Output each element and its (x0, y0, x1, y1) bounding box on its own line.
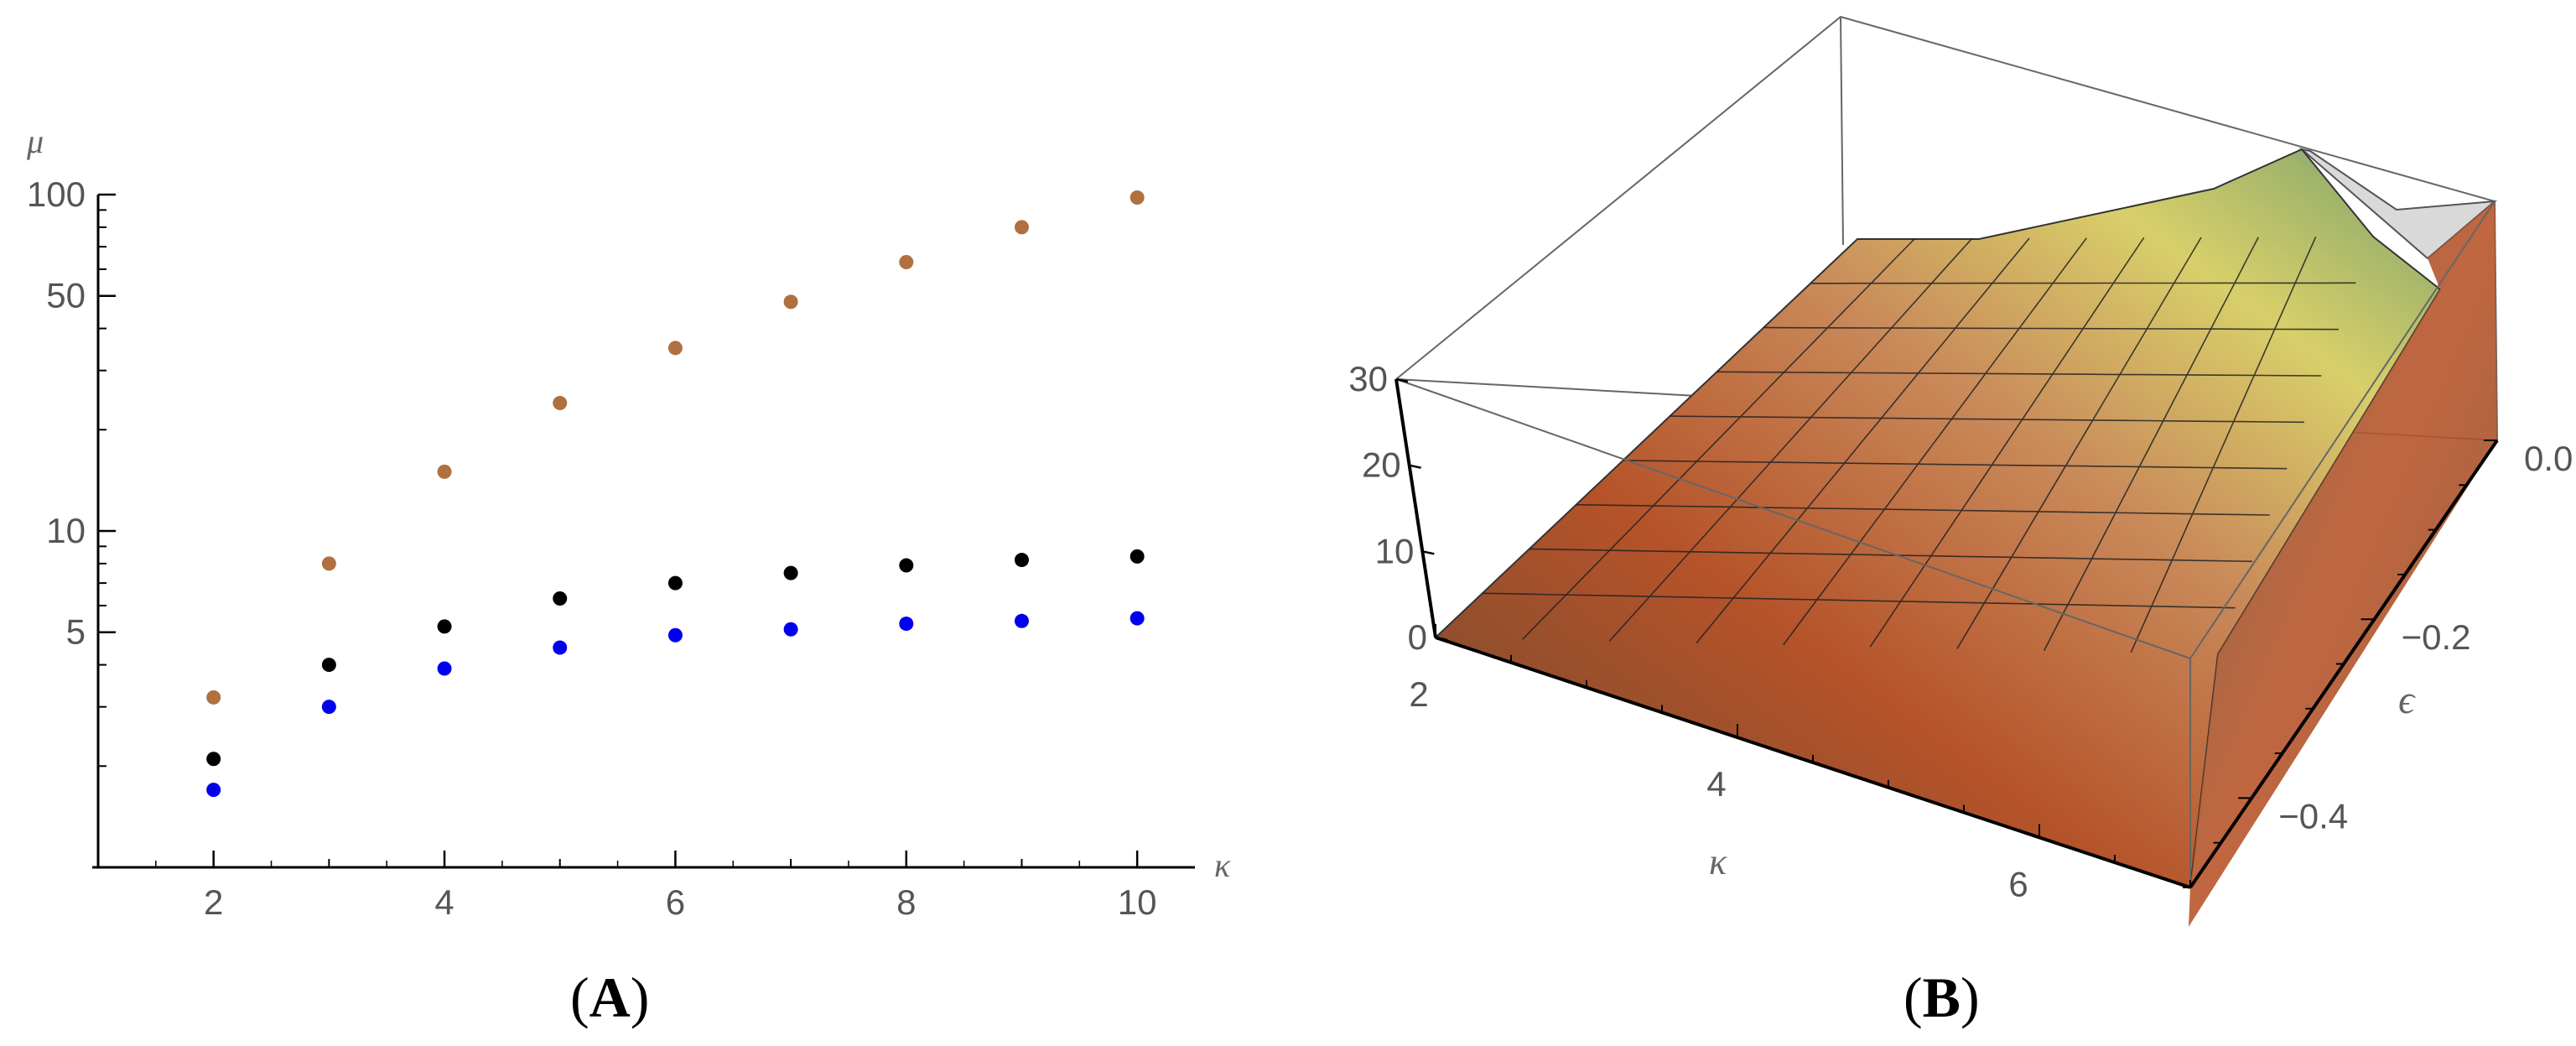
panel-b-chart: 0 10 20 30 2 4 6 0.0 −0.2 −0.4 κ ϵ (1348, 15, 2573, 927)
panel-b-z-tick (1395, 377, 1409, 383)
panel-a-point-series-1 (437, 464, 452, 479)
panel-b-mesh-line (1810, 282, 2356, 284)
panel-a-x-tick-label: 8 (896, 882, 916, 922)
panel-b-surface (1434, 148, 2442, 889)
panel-a-x-tick-label: 2 (204, 882, 223, 922)
panel-b-front-face (2189, 201, 2497, 927)
panel-a-point-series-1 (1014, 220, 1029, 235)
panel-b-ticks: 0 10 20 30 2 4 6 0.0 −0.2 −0.4 (1348, 359, 2573, 903)
panel-a-y-tick-label: 100 (27, 174, 86, 214)
panel-a-point-series-1 (899, 254, 914, 269)
panel-a-point-series-3 (1014, 613, 1029, 628)
panel-b-z-tick (1409, 464, 1421, 469)
panel-b-x-tick-label: 6 (2008, 864, 2028, 903)
panel-a-y-tick-label: 5 (66, 612, 86, 652)
panel-a-point-series-2 (667, 575, 683, 591)
panel-b-mesh-line (1608, 237, 1973, 642)
panel-a-y-tick-label: 10 (46, 511, 86, 550)
panel-a-point-series-1 (667, 341, 683, 356)
panel-a-point-series-2 (783, 565, 798, 580)
panel-b-z-axis (1394, 378, 1437, 638)
panel-b-z-tick (1435, 636, 1448, 642)
panel-b-mesh-line (1716, 371, 2322, 377)
panel-a-letter: A (589, 965, 631, 1029)
panel-b-z-tick (1422, 550, 1435, 555)
panel-b-mesh-line (1956, 237, 2202, 649)
panel-a-point-series-1 (206, 690, 221, 705)
panel-b-box-front-top (2189, 200, 2496, 659)
panel-b-letter: B (1922, 965, 1961, 1029)
panel-b-z-tick-label: 0 (1408, 617, 1427, 657)
panel-a-point-series-2 (321, 658, 336, 673)
panel-b-mesh-line (1482, 592, 2236, 609)
panel-a-points (206, 190, 1145, 798)
panel-a-y-major-ticks: 5 10 50 100 (27, 174, 116, 652)
panel-b-mesh-line (1529, 548, 2253, 563)
panel-b-x-axis-label: κ (1709, 841, 1727, 882)
panel-b-z-tick-label: 20 (1362, 445, 1401, 485)
panel-b-mesh-line (2043, 237, 2260, 651)
panel-b-z-tick-label: 30 (1348, 359, 1388, 398)
panel-b-y-tick-label: −0.2 (2402, 617, 2471, 657)
panel-b-z-tick-label: 10 (1375, 531, 1415, 570)
panel-b-mesh-line (1670, 415, 2304, 424)
panel-a-y-axis-label: μ (26, 122, 44, 160)
panel-a-point-series-2 (206, 752, 221, 767)
panel-a-point-series-3 (667, 627, 683, 643)
panel-a-point-series-2 (553, 591, 568, 606)
panel-a-point-series-3 (553, 640, 568, 655)
panel-a-point-series-1 (321, 556, 336, 571)
panel-a-point-series-2 (1014, 553, 1029, 568)
panel-b-label: (B) (1903, 965, 1980, 1029)
panel-b-mesh (1482, 236, 2356, 653)
panel-b-plateau (2298, 148, 2498, 260)
panel-a-point-series-3 (321, 700, 336, 715)
panel-a-point-series-3 (783, 622, 798, 637)
panel-b-x-tick-label: 4 (1706, 764, 1726, 804)
panel-b-mesh-line (1783, 237, 2087, 646)
panel-a-point-series-2 (1130, 549, 1145, 564)
panel-a-x-ticks: 2 4 6 8 10 (155, 851, 1157, 922)
panel-b-box-back-vertical (1840, 16, 1844, 246)
panel-b-y-tick-label: −0.4 (2278, 796, 2348, 835)
panel-b-y-tick-label: 0.0 (2524, 439, 2573, 478)
panel-b-mesh-line (1869, 237, 2145, 648)
panel-b-mesh-line (1696, 237, 2030, 644)
panel-a-point-series-1 (1130, 190, 1145, 206)
panel-b-mesh-line (1763, 326, 2339, 330)
panel-a-label: (A) (570, 965, 650, 1029)
panel-b-mesh-line (2130, 236, 2317, 653)
panel-a-point-series-1 (783, 294, 798, 310)
panel-a-point-series-3 (1130, 611, 1145, 626)
panel-b-mesh-line (1522, 238, 1915, 640)
panel-b-x-tick-label: 2 (1409, 674, 1428, 714)
panel-a-y-minor-ticks (98, 209, 106, 768)
panel-a-y-tick-label: 50 (46, 276, 86, 315)
panel-a-x-tick-label: 4 (434, 882, 454, 922)
panel-b-mesh-line (1623, 460, 2288, 470)
panel-a-point-series-3 (437, 661, 452, 676)
panel-a-point-series-2 (899, 558, 914, 573)
panel-a-x-tick-label: 6 (666, 882, 685, 922)
panel-a-point-series-1 (553, 396, 568, 411)
panel-a-x-axis-label: κ (1214, 846, 1231, 884)
panel-a-point-series-3 (206, 783, 221, 798)
panel-a-x-tick-label: 10 (1118, 882, 1157, 922)
panel-a-point-series-2 (437, 619, 452, 634)
panel-a-point-series-3 (899, 617, 914, 632)
panel-a-chart: 5 10 50 100 2 4 6 8 10 μ κ (26, 122, 1231, 922)
panel-b-y-axis-label: ϵ (2398, 678, 2416, 722)
panel-b-mesh-line (1576, 503, 2270, 516)
